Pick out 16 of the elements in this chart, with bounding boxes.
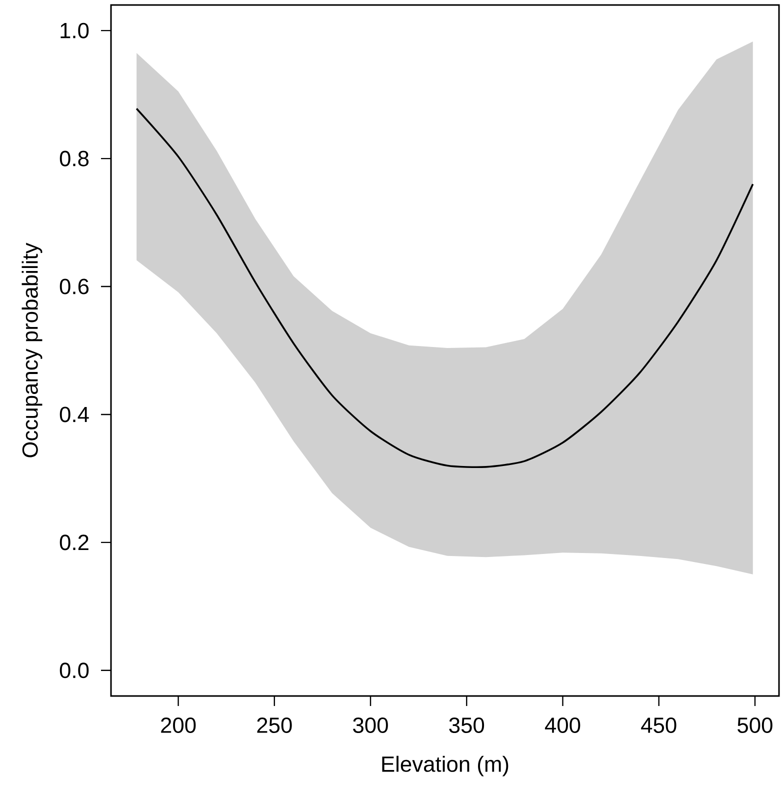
x-tick-label: 200: [161, 718, 196, 734]
x-tick-label: 500: [738, 718, 772, 734]
x-tick-label: 350: [449, 718, 484, 734]
y-tick-label: 0.6: [60, 278, 89, 294]
y-tick-label: 0.0: [60, 662, 89, 678]
y-tick-label: 0.8: [60, 150, 89, 166]
x-tick-label: 400: [544, 718, 580, 734]
y-tick-label: 0.4: [60, 406, 89, 422]
x-tick-label: 250: [257, 718, 292, 734]
x-tick-label: 300: [353, 718, 388, 734]
y-tick-label: 0.2: [60, 534, 88, 550]
y-tick-label: 1.0: [60, 22, 89, 38]
y-axis-title: Occupancy probability: [22, 242, 42, 458]
x-axis-title: Elevation (m): [382, 756, 508, 776]
line-series: [136, 108, 754, 468]
x-tick-label: 450: [641, 718, 676, 734]
